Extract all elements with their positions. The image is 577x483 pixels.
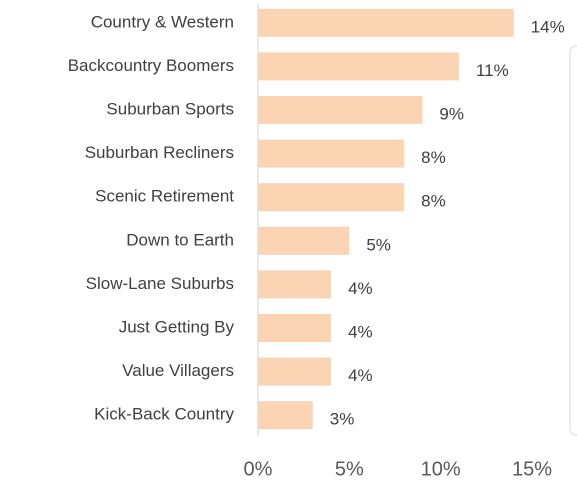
category-label: Suburban Recliners [85, 143, 234, 162]
value-label: 4% [348, 322, 373, 341]
bar [258, 139, 405, 168]
x-tick-label: 5% [335, 458, 364, 480]
category-label: Slow-Lane Suburbs [86, 274, 234, 293]
category-label: Backcountry Boomers [68, 56, 234, 75]
value-label: 8% [421, 148, 446, 167]
value-label: 5% [366, 235, 391, 254]
value-label: 4% [348, 366, 373, 385]
bar [258, 357, 332, 386]
value-label: 4% [348, 279, 373, 298]
bar [258, 270, 332, 299]
category-label: Just Getting By [119, 317, 235, 336]
x-tick-label: 0% [244, 458, 273, 480]
value-label: 8% [421, 192, 446, 211]
category-label: Kick-Back Country [94, 405, 234, 424]
value-label: 9% [439, 104, 464, 123]
bar [258, 226, 350, 255]
value-label: 11% [476, 61, 509, 80]
bar [258, 52, 459, 81]
category-label: Country & Western [91, 12, 234, 31]
side-panel-border [569, 45, 577, 436]
value-label: 14% [531, 17, 565, 36]
x-tick-label: 15% [512, 458, 552, 480]
bar [258, 314, 332, 342]
category-label: Suburban Sports [106, 99, 234, 118]
bar [258, 96, 423, 124]
category-label: Value Villagers [122, 361, 234, 380]
bar [258, 183, 405, 212]
x-tick-label: 10% [421, 458, 461, 480]
bar [258, 8, 514, 37]
value-label: 3% [330, 410, 355, 429]
category-label: Scenic Retirement [95, 187, 234, 206]
category-label: Down to Earth [126, 230, 234, 249]
bar [258, 401, 313, 430]
